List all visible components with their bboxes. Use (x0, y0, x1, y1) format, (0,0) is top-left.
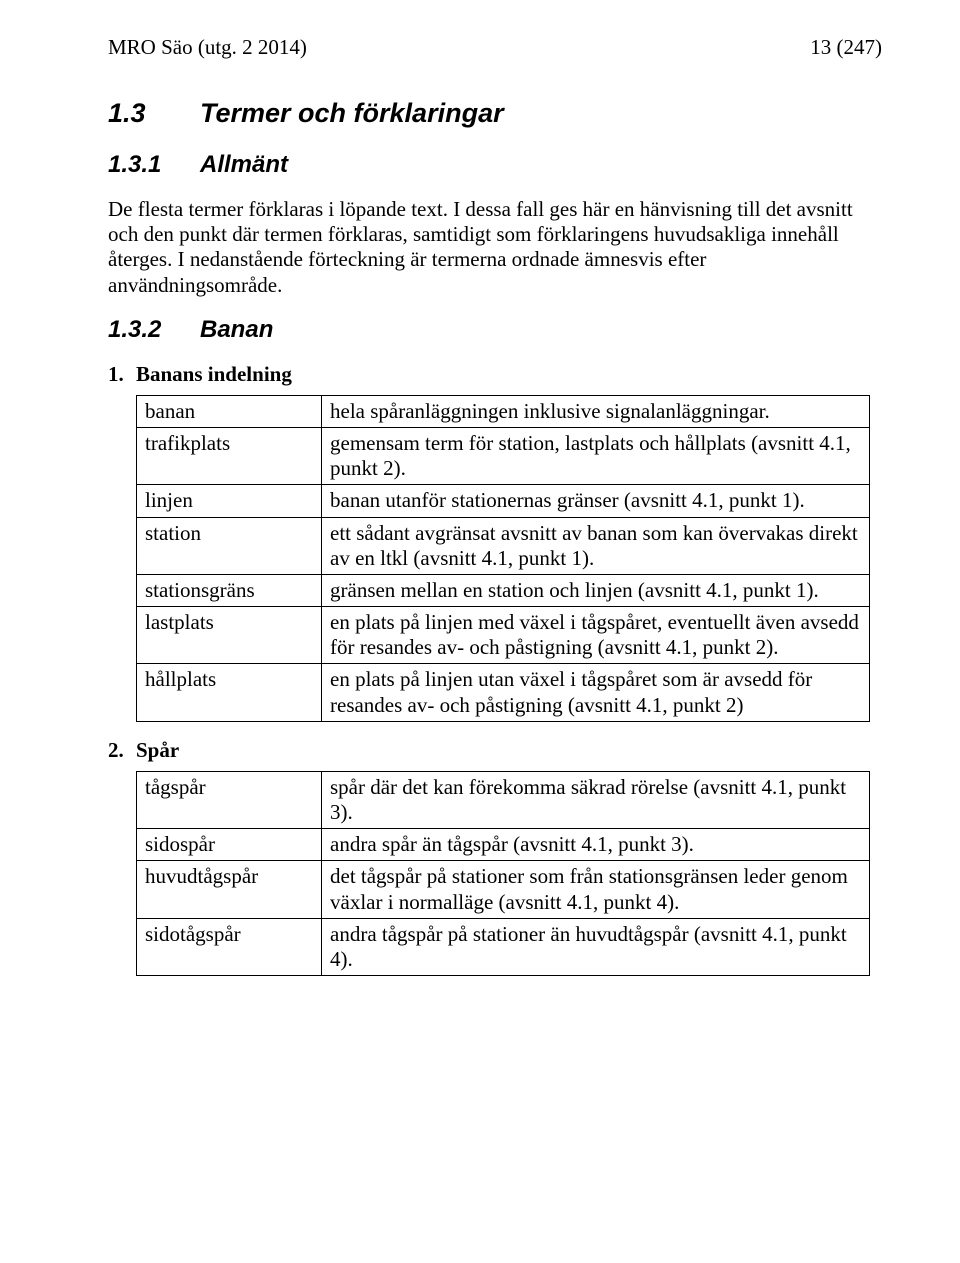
list-num: 1. (108, 362, 136, 387)
term-cell: tågspår (137, 771, 322, 828)
table-row: station ett sådant avgränsat avsnitt av … (137, 517, 870, 574)
table-row: tågspår spår där det kan förekomma säkra… (137, 771, 870, 828)
heading-num: 1.3.1 (108, 151, 200, 179)
list-heading-banans: 1.Banans indelning (108, 362, 882, 387)
table-row: trafikplats gemensam term för station, l… (137, 427, 870, 484)
list-title: Spår (136, 738, 179, 762)
def-cell: spår där det kan förekomma säkrad rörels… (322, 771, 870, 828)
paragraph-allmant: De flesta termer förklaras i löpande tex… (108, 197, 882, 298)
table-row: huvudtågspår det tågspår på stationer so… (137, 861, 870, 918)
header-right: 13 (247) (810, 35, 882, 60)
table-row: sidotågspår andra tågspår på stationer ä… (137, 918, 870, 975)
def-cell: hela spåranläggningen inklusive signalan… (322, 395, 870, 427)
term-cell: linjen (137, 485, 322, 517)
def-cell: andra tågspår på stationer än huvudtågsp… (322, 918, 870, 975)
heading-1-3-1: 1.3.1 Allmänt (108, 151, 882, 179)
table-row: linjen banan utanför stationernas gränse… (137, 485, 870, 517)
def-cell: gränsen mellan en station och linjen (av… (322, 574, 870, 606)
header-left: MRO Säo (utg. 2 2014) (108, 35, 307, 60)
def-cell: gemensam term för station, lastplats och… (322, 427, 870, 484)
def-cell: det tågspår på stationer som från statio… (322, 861, 870, 918)
table-row: sidospår andra spår än tågspår (avsnitt … (137, 829, 870, 861)
list-num: 2. (108, 738, 136, 763)
heading-num: 1.3.2 (108, 316, 200, 344)
table-row: banan hela spåranläggningen inklusive si… (137, 395, 870, 427)
def-cell: banan utanför stationernas gränser (avsn… (322, 485, 870, 517)
def-cell: en plats på linjen med växel i tågspåret… (322, 607, 870, 664)
table-row: stationsgräns gränsen mellan en station … (137, 574, 870, 606)
page-header: MRO Säo (utg. 2 2014) 13 (247) (108, 35, 882, 60)
list-title: Banans indelning (136, 362, 292, 386)
term-cell: banan (137, 395, 322, 427)
heading-1-3: 1.3 Termer och förklaringar (108, 98, 882, 129)
page: MRO Säo (utg. 2 2014) 13 (247) 1.3 Terme… (0, 0, 960, 1263)
term-table-banans: banan hela spåranläggningen inklusive si… (136, 395, 870, 722)
term-cell: hållplats (137, 664, 322, 721)
heading-text: Termer och förklaringar (200, 98, 504, 129)
heading-text: Allmänt (200, 151, 288, 179)
term-cell: huvudtågspår (137, 861, 322, 918)
table-row: lastplats en plats på linjen med växel i… (137, 607, 870, 664)
def-cell: ett sådant avgränsat avsnitt av banan so… (322, 517, 870, 574)
def-cell: en plats på linjen utan växel i tågspåre… (322, 664, 870, 721)
heading-1-3-2: 1.3.2 Banan (108, 316, 882, 344)
list-heading-spar: 2.Spår (108, 738, 882, 763)
table-row: hållplats en plats på linjen utan växel … (137, 664, 870, 721)
def-cell: andra spår än tågspår (avsnitt 4.1, punk… (322, 829, 870, 861)
term-cell: station (137, 517, 322, 574)
term-cell: sidospår (137, 829, 322, 861)
term-cell: stationsgräns (137, 574, 322, 606)
term-table-spar: tågspår spår där det kan förekomma säkra… (136, 771, 870, 976)
term-cell: lastplats (137, 607, 322, 664)
heading-num: 1.3 (108, 98, 200, 129)
term-cell: sidotågspår (137, 918, 322, 975)
term-cell: trafikplats (137, 427, 322, 484)
heading-text: Banan (200, 316, 273, 344)
